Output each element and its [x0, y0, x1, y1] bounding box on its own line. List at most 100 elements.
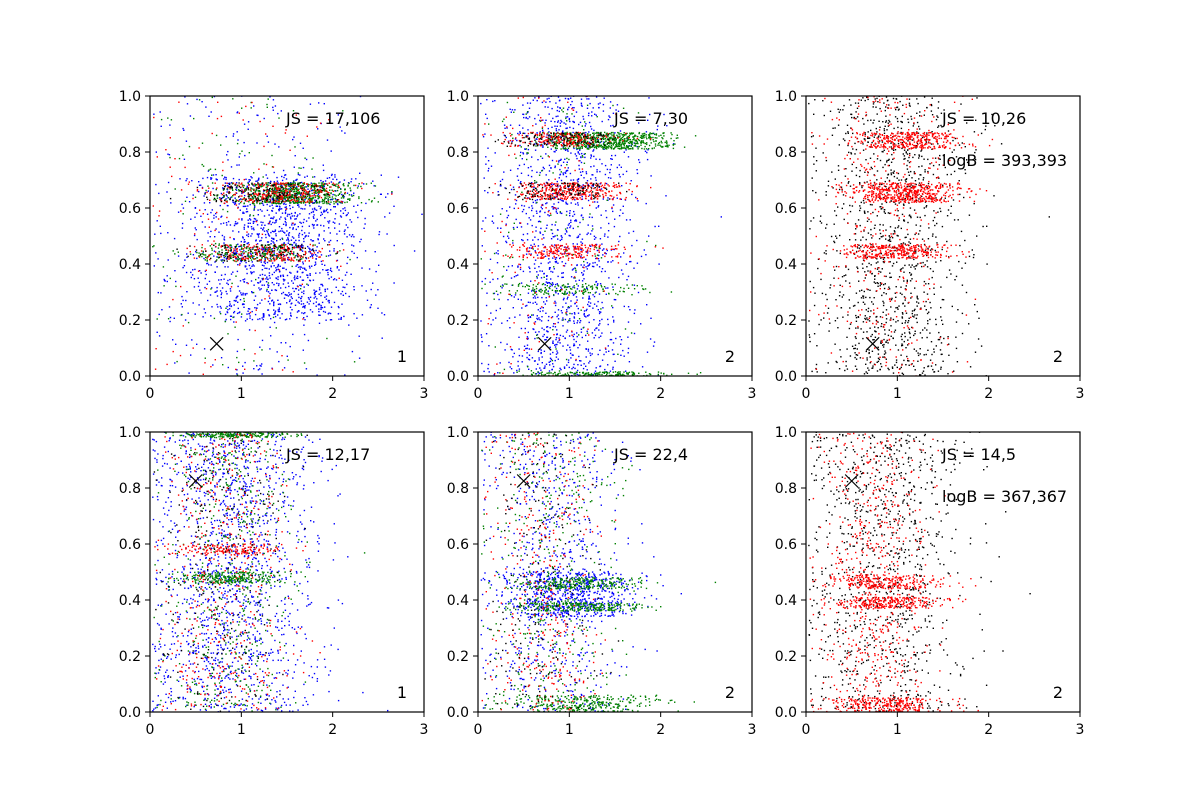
data-point	[548, 209, 550, 212]
data-point	[200, 250, 203, 252]
data-point	[240, 200, 243, 203]
data-point	[309, 103, 312, 105]
data-point	[283, 197, 285, 199]
data-point	[579, 160, 581, 162]
data-point	[341, 303, 343, 305]
data-point	[234, 252, 236, 255]
data-point	[595, 207, 597, 209]
data-point	[542, 131, 544, 133]
data-point	[255, 251, 257, 254]
data-point	[256, 247, 259, 249]
data-point	[556, 195, 558, 197]
data-point	[281, 230, 284, 232]
data-point	[260, 186, 263, 188]
data-point	[619, 209, 622, 211]
data-point	[222, 196, 224, 199]
data-point	[533, 289, 535, 291]
data-point	[567, 186, 570, 188]
data-point	[238, 253, 240, 255]
data-point	[566, 329, 569, 331]
data-point	[605, 348, 607, 350]
data-point	[267, 249, 269, 251]
data-point	[172, 250, 174, 252]
data-point	[301, 198, 303, 201]
data-point	[174, 270, 176, 272]
data-point	[328, 241, 330, 243]
data-point	[250, 176, 252, 178]
data-point	[271, 154, 273, 157]
data-point	[243, 258, 246, 261]
data-point	[259, 289, 261, 291]
data-point	[266, 250, 269, 252]
data-point	[234, 184, 236, 186]
data-point	[319, 251, 322, 253]
data-point	[269, 247, 271, 249]
data-point	[262, 192, 265, 194]
data-point	[226, 257, 229, 259]
data-point	[251, 256, 254, 259]
data-point	[311, 311, 314, 313]
data-point	[640, 255, 643, 258]
data-point	[241, 107, 243, 109]
data-point	[534, 267, 536, 269]
data-point	[527, 292, 530, 294]
data-point	[291, 224, 293, 226]
data-point	[344, 274, 347, 276]
data-point	[210, 257, 212, 260]
data-point	[251, 233, 253, 235]
data-point	[597, 205, 600, 207]
data-point	[585, 348, 587, 350]
data-point	[598, 293, 601, 295]
data-point	[646, 304, 648, 306]
data-point	[594, 141, 596, 143]
data-point	[513, 207, 515, 210]
data-point	[211, 287, 213, 289]
data-point	[297, 183, 299, 185]
data-point	[160, 292, 162, 294]
data-point	[573, 312, 576, 314]
data-point	[243, 303, 245, 305]
data-point	[161, 309, 163, 311]
data-point	[324, 193, 326, 196]
data-point	[292, 254, 295, 256]
data-point	[312, 197, 315, 199]
data-point	[289, 189, 292, 191]
y-tick-label: 0.4	[119, 257, 141, 273]
data-point	[540, 352, 542, 355]
data-point	[565, 127, 567, 130]
data-point	[336, 200, 338, 203]
data-point	[267, 98, 269, 100]
data-point	[223, 236, 226, 238]
data-point	[298, 188, 300, 191]
data-point	[289, 194, 292, 196]
data-point	[315, 301, 317, 303]
data-point	[510, 368, 513, 370]
data-point	[285, 234, 288, 236]
data-point	[279, 265, 281, 267]
data-point	[272, 183, 274, 186]
data-point	[527, 148, 530, 151]
data-point	[486, 99, 488, 101]
data-point	[256, 200, 258, 202]
data-point	[238, 156, 240, 158]
data-point	[253, 299, 255, 301]
data-point	[291, 182, 294, 184]
data-point	[328, 182, 330, 184]
data-point	[532, 314, 534, 316]
data-point	[251, 188, 253, 190]
data-point	[261, 210, 263, 212]
data-point	[218, 243, 220, 245]
data-point	[503, 134, 506, 136]
data-point	[299, 276, 302, 278]
data-point	[259, 184, 262, 186]
data-point	[635, 196, 637, 199]
data-point	[286, 355, 288, 357]
data-point	[549, 267, 551, 269]
data-point	[391, 192, 393, 194]
data-point	[565, 170, 567, 172]
data-point	[585, 96, 587, 98]
data-point	[589, 263, 591, 265]
data-point	[292, 222, 294, 224]
data-point	[301, 247, 304, 249]
data-point	[370, 304, 372, 306]
